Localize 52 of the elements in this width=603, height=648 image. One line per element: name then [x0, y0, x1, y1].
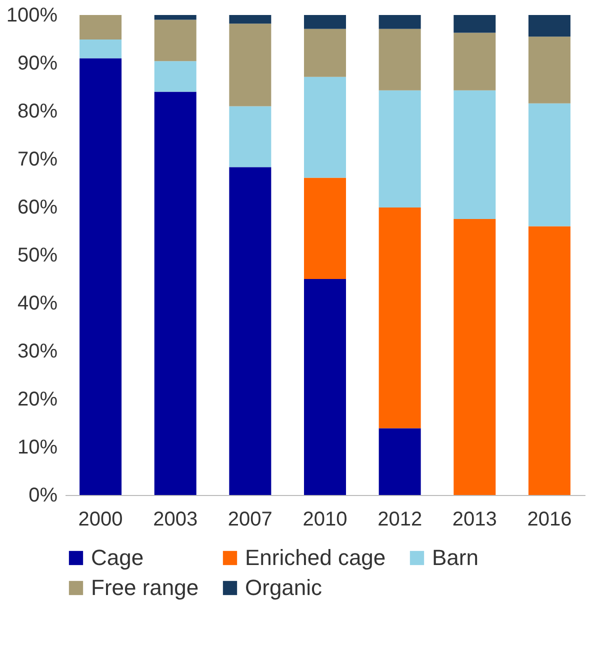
bar	[304, 15, 346, 29]
bar	[528, 15, 570, 37]
bar	[229, 167, 272, 495]
bar	[80, 39, 122, 58]
bar	[304, 76, 346, 178]
bar	[378, 15, 421, 29]
y-tick-label: 20%	[17, 388, 58, 410]
legend-label: Enriched cage	[245, 545, 386, 570]
legend-label: Cage	[91, 545, 144, 570]
y-tick-label: 40%	[17, 292, 58, 314]
legend-label: Organic	[245, 575, 322, 600]
bar	[454, 15, 496, 33]
legend-label: Barn	[432, 545, 478, 570]
x-tick-label: 2007	[228, 508, 272, 530]
bar	[454, 90, 496, 219]
bar	[378, 90, 421, 208]
y-tick-label: 10%	[17, 436, 58, 458]
y-tick-label: 100%	[6, 4, 58, 26]
bar	[454, 219, 496, 495]
bar	[454, 32, 496, 90]
bar	[229, 106, 272, 168]
y-tick-label: 0%	[28, 484, 58, 506]
y-tick-label: 30%	[17, 340, 58, 362]
y-tick-label: 60%	[17, 196, 58, 218]
bar	[80, 15, 122, 40]
bar	[154, 15, 196, 20]
y-tick-label: 90%	[17, 52, 58, 74]
bar	[304, 178, 346, 279]
y-tick-label: 80%	[17, 100, 58, 122]
x-tick-label: 2013	[452, 508, 497, 530]
x-tick-label: 2003	[153, 508, 198, 530]
bar	[80, 58, 122, 495]
bar	[229, 15, 272, 24]
bar	[304, 279, 346, 495]
bar	[229, 24, 272, 106]
bar	[154, 20, 196, 62]
bar	[304, 28, 346, 77]
bar	[378, 428, 421, 495]
x-tick-label: 2000	[78, 508, 123, 530]
x-tick-label: 2016	[527, 508, 572, 530]
legend-label: Free range	[91, 575, 199, 600]
bar	[378, 207, 421, 428]
bar	[528, 36, 570, 104]
x-tick-label: 2010	[302, 508, 348, 530]
y-tick-label: 50%	[17, 244, 58, 266]
y-tick-label: 70%	[17, 148, 58, 170]
bar	[528, 103, 570, 226]
bar	[154, 92, 196, 495]
bar	[154, 61, 196, 92]
bar	[528, 226, 570, 495]
x-tick-label: 2012	[378, 508, 422, 530]
bar	[378, 28, 421, 90]
